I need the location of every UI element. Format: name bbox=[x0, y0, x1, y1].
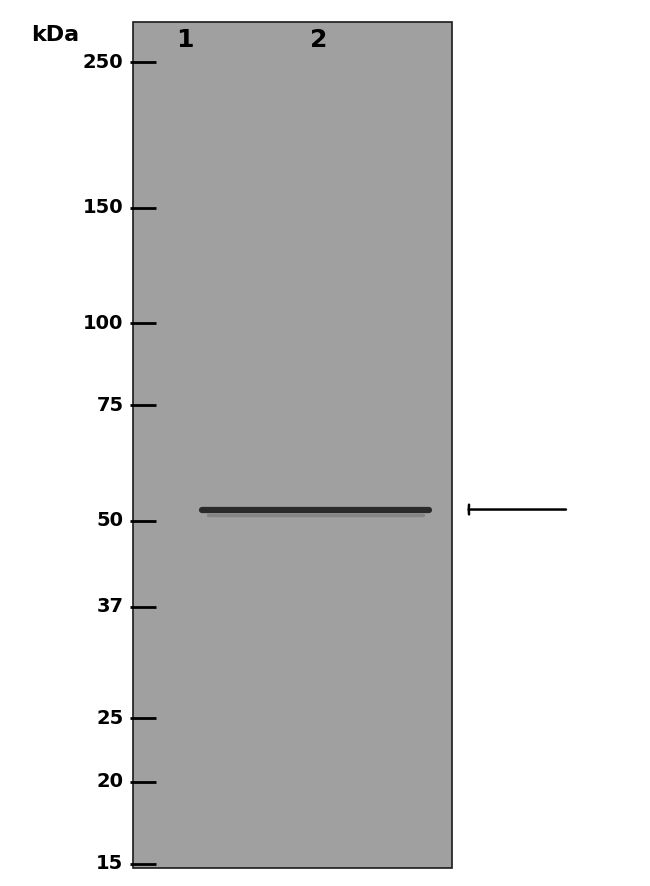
Text: 75: 75 bbox=[96, 396, 124, 415]
Text: 150: 150 bbox=[83, 198, 124, 217]
Text: 2: 2 bbox=[310, 27, 327, 52]
Bar bbox=[133, 22, 452, 868]
Text: 37: 37 bbox=[96, 597, 124, 616]
Text: 25: 25 bbox=[96, 709, 124, 727]
Text: 250: 250 bbox=[83, 52, 124, 72]
Text: 100: 100 bbox=[83, 314, 124, 332]
Text: 1: 1 bbox=[177, 27, 194, 52]
Text: 15: 15 bbox=[96, 854, 124, 874]
Text: kDa: kDa bbox=[31, 26, 79, 45]
Text: 50: 50 bbox=[96, 511, 124, 530]
Text: 20: 20 bbox=[96, 773, 124, 791]
